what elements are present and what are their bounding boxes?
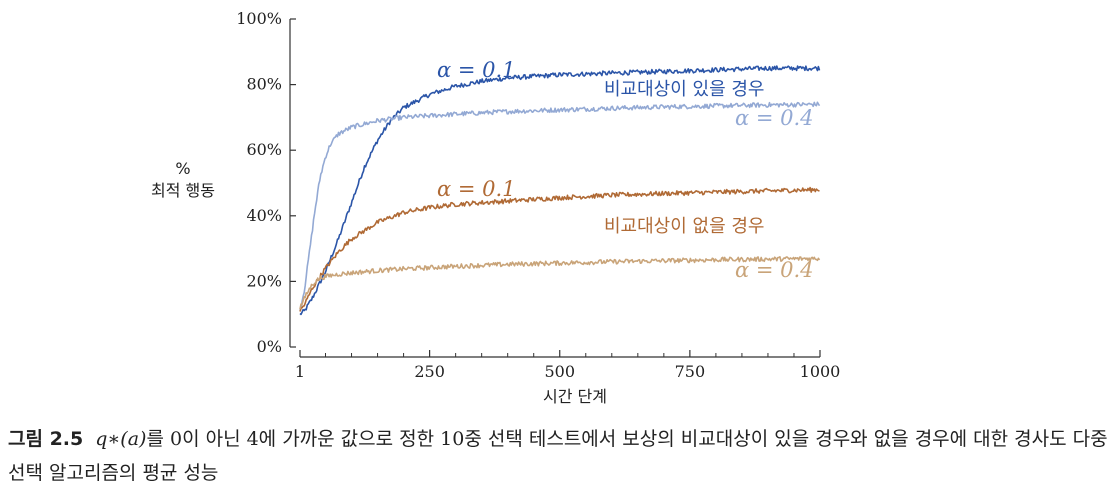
series-annotation: 비교대상이 있을 경우 [604, 79, 764, 100]
x-tick-label: 1000 [800, 362, 841, 381]
chart-canvas: 0% 20% 40% 60% 80% 100% 1 250 500 750 1000 α = 0.1… [236, 9, 840, 381]
y-axis-label: % 최적 행동 [148, 158, 218, 202]
x-tick-label: 1 [295, 362, 305, 381]
series-line [299, 65, 821, 316]
x-axis-label: 시간 단계 [543, 387, 607, 406]
series-annotation: α = 0.1 [437, 58, 516, 82]
series-annotation: 비교대상이 없을 경우 [604, 216, 764, 237]
series-annotation: α = 0.4 [735, 258, 814, 282]
series-group [299, 65, 821, 316]
y-tick-label: 40% [246, 206, 282, 225]
caption-math: q∗(a) [95, 428, 147, 450]
caption-text: 를 0이 아닌 4에 가까운 값으로 정한 10중 선택 테스트에서 보상의 비… [8, 428, 1108, 484]
y-tick-label: 60% [246, 140, 282, 159]
y-axis-label-title: 최적 행동 [151, 181, 215, 200]
y-tick-label: 20% [246, 271, 282, 290]
series-line [299, 186, 820, 312]
axes: 0% 20% 40% 60% 80% 100% 1 250 500 750 1000 [236, 9, 840, 381]
series-line [299, 101, 821, 311]
y-tick-label: 0% [257, 337, 282, 356]
figure-number: 그림 2.5 [8, 428, 84, 450]
x-tick-label: 500 [544, 362, 575, 381]
y-tick-label: 100% [236, 9, 282, 28]
x-tick-label: 250 [414, 362, 445, 381]
series-annotation: α = 0.1 [437, 177, 516, 201]
series-line [299, 255, 821, 310]
x-tick-label: 750 [675, 362, 706, 381]
series-annotation: α = 0.4 [735, 106, 814, 130]
y-tick-label: 80% [246, 75, 282, 94]
y-axis-label-unit: % [175, 159, 191, 178]
figure-caption: 그림 2.5 q∗(a)를 0이 아닌 4에 가까운 값으로 정한 10중 선택 … [8, 422, 1108, 490]
annotations: α = 0.1 비교대상이 있을 경우 α = 0.4 α = 0.1 비교대상이 없을… [437, 58, 814, 282]
